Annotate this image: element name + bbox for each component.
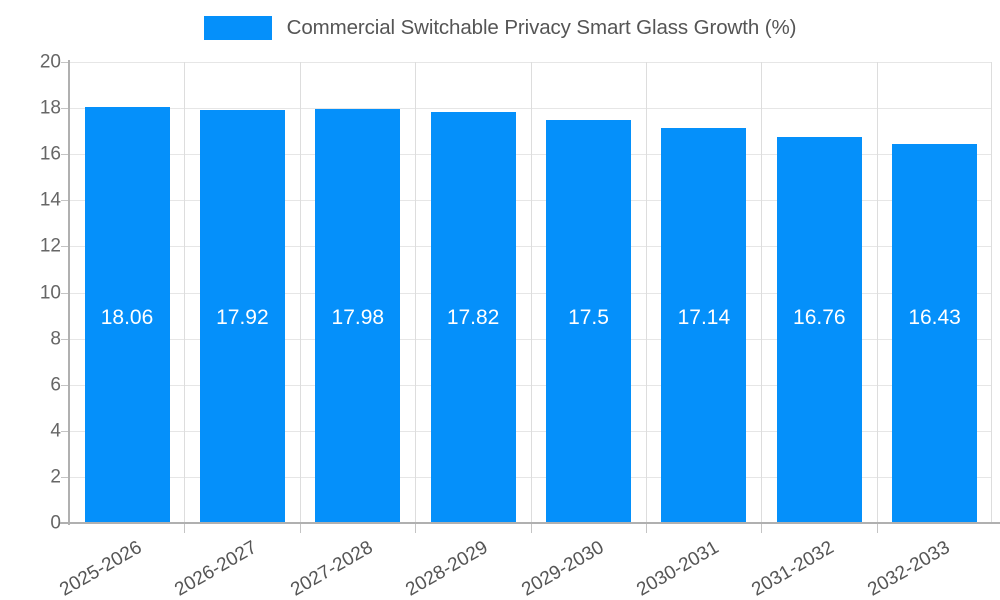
gridline-vertical <box>184 62 186 523</box>
x-tick-label-2028-2029: 2028-2029 <box>402 537 492 600</box>
y-axis-line <box>68 60 70 525</box>
y-tick-mark <box>61 430 68 432</box>
y-tick-mark <box>61 108 68 110</box>
y-tick-label: 4 <box>50 420 61 442</box>
y-tick-mark <box>61 62 68 63</box>
gridline-vertical <box>876 62 878 523</box>
y-tick-label: 8 <box>50 328 61 350</box>
bar-value-label: 17.14 <box>677 306 731 330</box>
x-tick-mark <box>415 524 417 533</box>
y-tick-label: 18 <box>39 97 61 119</box>
y-tick-label: 14 <box>39 189 61 211</box>
bar-value-label: 17.82 <box>446 306 500 330</box>
plot-area: 18.06 17.92 17.98 17.82 17.5 17.14 16.76… <box>69 62 992 523</box>
y-tick-label: 6 <box>50 374 61 396</box>
y-tick-label: 2 <box>50 466 61 488</box>
bar-2025-2026[interactable]: 18.06 <box>84 106 170 523</box>
y-tick-label: 10 <box>39 282 61 303</box>
chart-legend: Commercial Switchable Privacy Smart Glas… <box>0 0 1000 56</box>
bar-2032-2033[interactable]: 16.43 <box>892 144 978 523</box>
bar-2029-2030[interactable]: 17.5 <box>546 119 631 523</box>
x-tick-label-2029-2030: 2029-2030 <box>517 537 607 600</box>
bar-value-label: 16.76 <box>793 306 846 330</box>
y-tick-mark <box>61 476 68 478</box>
x-tick-label-2031-2032: 2031-2032 <box>748 537 838 600</box>
y-tick-mark <box>61 384 68 386</box>
gridline-vertical <box>645 62 647 523</box>
x-tick-label-2026-2027: 2026-2027 <box>171 537 261 600</box>
bar-2027-2028[interactable]: 17.98 <box>315 108 401 523</box>
x-tick-mark <box>184 524 186 533</box>
x-tick-mark <box>530 524 532 533</box>
x-tick-label-2025-2026: 2025-2026 <box>56 537 146 600</box>
x-tick-mark <box>645 524 647 533</box>
legend-color-swatch-icon <box>203 16 272 40</box>
x-tick-label-2032-2033: 2032-2033 <box>863 537 954 600</box>
x-tick-mark <box>299 524 301 533</box>
legend-item-label: Commercial Switchable Privacy Smart Glas… <box>286 16 797 39</box>
gridline-vertical <box>991 62 992 523</box>
x-tick-mark <box>761 524 763 533</box>
gridline-vertical <box>299 62 301 523</box>
y-tick-label: 20 <box>39 51 61 73</box>
bar-value-label: 16.43 <box>908 306 961 330</box>
bar-2030-2031[interactable]: 17.14 <box>661 127 747 523</box>
gridline-vertical <box>415 62 417 523</box>
bar-2031-2032[interactable]: 16.76 <box>776 136 862 523</box>
y-tick-mark <box>61 338 68 340</box>
x-tick-mark <box>876 524 878 533</box>
y-tick-mark <box>61 200 68 202</box>
y-tick-label: 0 <box>50 512 61 534</box>
bar-2026-2027[interactable]: 17.92 <box>199 109 285 523</box>
y-tick-label: 12 <box>39 235 61 257</box>
legend-item-0[interactable]: Commercial Switchable Privacy Smart Glas… <box>203 16 797 40</box>
x-tick-label-2027-2028: 2027-2028 <box>287 537 377 600</box>
bar-value-label: 17.98 <box>331 306 385 330</box>
bar-value-label: 18.06 <box>100 306 154 330</box>
y-axis-tick-labels: 0 2 4 6 8 10 12 14 16 18 20 <box>0 53 68 533</box>
gridline-vertical <box>530 62 532 523</box>
bar-2028-2029[interactable]: 17.82 <box>430 112 516 523</box>
y-tick-mark <box>61 246 68 248</box>
y-tick-mark <box>61 292 68 294</box>
bar-value-label: 17.92 <box>216 306 269 330</box>
y-tick-label: 16 <box>39 143 61 165</box>
x-tick-label-2030-2031: 2030-2031 <box>633 537 723 600</box>
x-axis-line <box>60 522 1000 524</box>
y-tick-mark <box>61 154 68 156</box>
bar-value-label: 17.5 <box>568 306 609 330</box>
gridline-vertical <box>761 62 763 523</box>
